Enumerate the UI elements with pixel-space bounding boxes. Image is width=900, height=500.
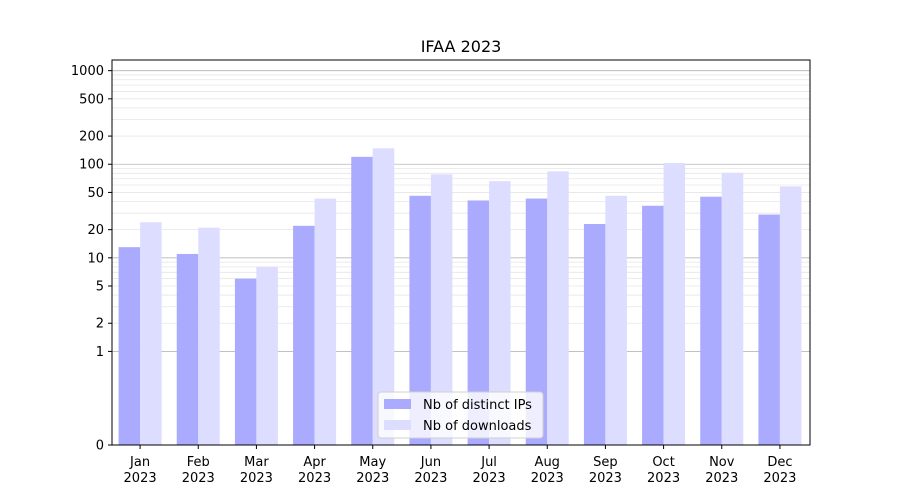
bar-ips (700, 196, 722, 445)
bar-downloads (721, 172, 744, 445)
bar-downloads (372, 148, 395, 446)
bar-downloads (605, 195, 627, 445)
x-axis: Jan 2023 Feb 2023 Mar 2023 Apr 2023 May 2023 Jun 20… (124, 445, 796, 486)
y-tick-label: 500 (79, 92, 104, 107)
x-tick-label: Nov 2023 (705, 455, 738, 486)
bar-ips (118, 247, 141, 445)
x-tick-label: Mar 2023 (240, 455, 273, 486)
bar-ips (467, 200, 490, 445)
y-tick-label: 20 (87, 223, 104, 238)
x-tick-label: Apr 2023 (298, 455, 331, 486)
x-tick-label: Oct 2023 (647, 455, 680, 486)
y-tick-label: 1000 (71, 64, 104, 79)
x-tick-label: May 2023 (356, 455, 389, 486)
bar-ips (293, 225, 315, 445)
bar-downloads (663, 163, 686, 445)
y-tick-label: 50 (87, 186, 104, 201)
bar-downloads (314, 198, 337, 445)
y-tick-label: 2 (96, 317, 104, 332)
x-tick-label: Jul 2023 (473, 455, 506, 486)
x-tick-label: Jan 2023 (124, 455, 157, 486)
bar-downloads (430, 174, 453, 445)
y-tick-label: 1 (96, 345, 104, 360)
bar-ips (583, 223, 606, 445)
chart-title: IFAA 2023 (421, 37, 502, 56)
y-axis: 0 1 2 5 10 20 50 100 200 500 1000 (71, 64, 112, 454)
plot-frame (111, 59, 811, 446)
bar-ips (525, 198, 548, 445)
bar-ips (176, 253, 199, 445)
legend-swatch (384, 420, 411, 430)
y-tick-label: 10 (87, 251, 104, 266)
x-tick-label: Dec 2023 (763, 455, 796, 486)
bar-ips (351, 156, 373, 446)
bar-ips (642, 205, 664, 445)
y-tick-label: 100 (79, 158, 104, 173)
legend-swatch (384, 399, 411, 409)
bar-downloads (198, 227, 220, 445)
legend: Nb of distinct IPs Nb of downloads (377, 391, 544, 439)
x-tick-label: Jun 2023 (414, 455, 447, 486)
y-tick-label: 5 (96, 280, 104, 295)
bar-downloads (256, 266, 278, 445)
bar-downloads (489, 181, 511, 445)
grid (112, 70, 810, 352)
x-tick-label: Sep 2023 (589, 455, 622, 486)
y-tick-label: 200 (79, 130, 104, 145)
bar-ips (758, 214, 780, 445)
bar-downloads (140, 222, 162, 445)
bar-ips (409, 195, 431, 445)
legend-box (377, 391, 544, 439)
legend-label: Nb of distinct IPs (423, 398, 532, 413)
bar-ips (234, 278, 257, 445)
x-tick-label: Aug 2023 (531, 455, 564, 486)
x-tick-label: Feb 2023 (182, 455, 215, 486)
y-tick-label: 0 (96, 439, 104, 454)
bars (118, 148, 802, 446)
legend-label: Nb of downloads (423, 419, 532, 434)
bar-downloads (779, 186, 802, 445)
bar-downloads (547, 171, 569, 445)
